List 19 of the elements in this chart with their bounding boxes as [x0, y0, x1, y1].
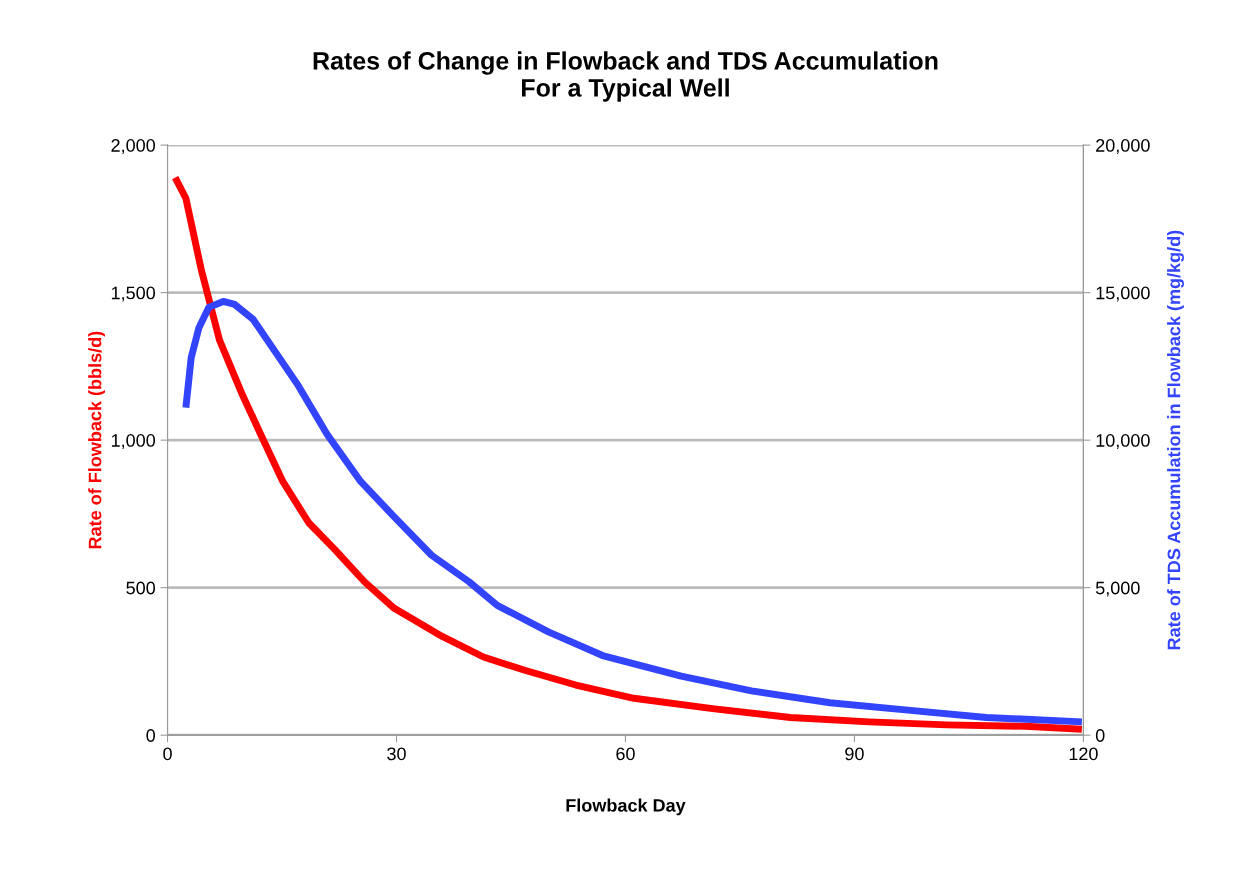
y-tick-label: 1,500 — [111, 286, 156, 302]
x-tick-label: 120 — [1069, 747, 1098, 761]
y2-tick-label: 0 — [1095, 729, 1105, 742]
y-tick-label: 500 — [126, 581, 156, 595]
x-tick-label: 30 — [387, 747, 406, 761]
y-tick-label: 2,000 — [111, 139, 156, 154]
x-tick-label: 0 — [163, 747, 172, 761]
x-tick-label: 60 — [616, 747, 635, 761]
y2-tick-label: 20,000 — [1096, 139, 1150, 154]
y2-tick-label: 10,000 — [1096, 434, 1150, 449]
y2-axis-title: Rate of TDS Accumulation in Flowback (mg/kg/d) — [1167, 230, 1184, 650]
chart-title: Rates of Change in Flowback and TDS Accumulation For a Typical Well — [313, 51, 938, 102]
y-tick-label: 0 — [146, 729, 156, 742]
y2-tick-label: 15,000 — [1096, 286, 1150, 302]
y2-tick-label: 5,000 — [1095, 581, 1140, 597]
y-axis-title: Rate of Flowback (bbls/d) — [88, 331, 105, 549]
x-tick-label: 90 — [845, 747, 864, 761]
y-tick-label: 1,000 — [111, 434, 156, 449]
x-axis-title: Flowback Day — [566, 798, 686, 816]
